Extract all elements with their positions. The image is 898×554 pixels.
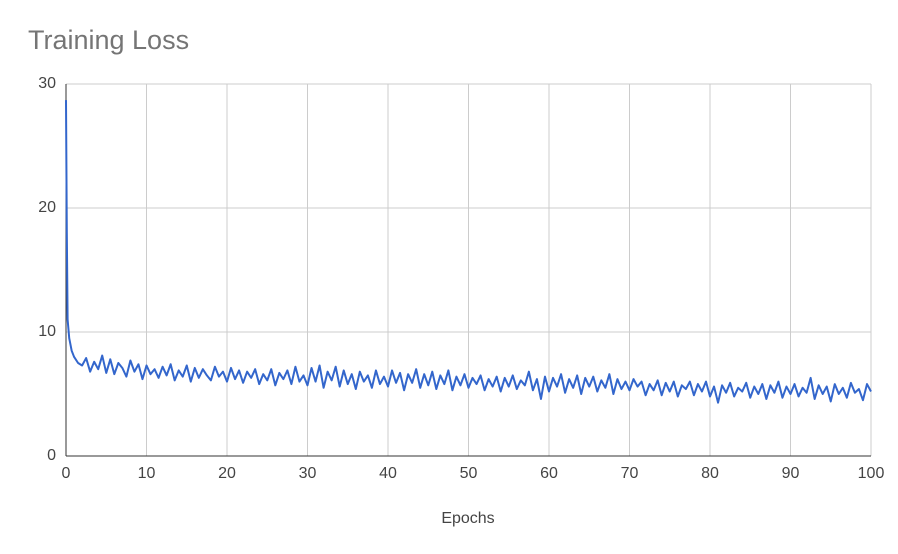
chart-title: Training Loss [28,25,189,55]
x-tick-label: 90 [782,465,800,482]
x-tick-label: 80 [701,465,719,482]
x-tick-label: 20 [218,465,236,482]
x-tick-label: 60 [540,465,558,482]
x-tick-label: 30 [299,465,317,482]
x-tick-label: 10 [138,465,156,482]
x-tick-label: 0 [62,465,71,482]
y-tick-label: 0 [47,447,56,464]
loss-line [65,100,872,404]
x-tick-label: 70 [621,465,639,482]
y-tick-label: 30 [38,75,56,92]
x-axis-title: Epochs [441,510,494,527]
y-tick-label: 20 [38,199,56,216]
x-tick-label: 100 [858,465,885,482]
x-tick-label: 40 [379,465,397,482]
x-tick-label: 50 [460,465,478,482]
y-tick-label: 10 [38,323,56,340]
